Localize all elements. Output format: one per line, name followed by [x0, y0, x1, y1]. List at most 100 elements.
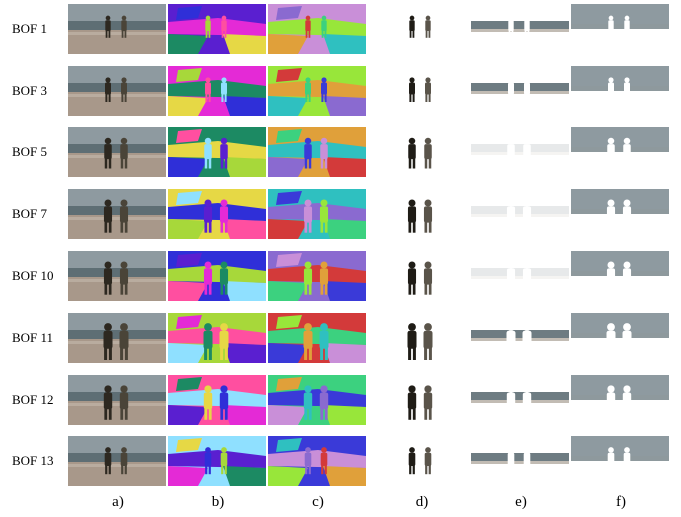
panel-foreground-mask-people-row-2: [372, 66, 470, 116]
panel-image: [471, 313, 569, 363]
panel-background-mask-sand-row-5: [471, 251, 569, 301]
panel-image: [372, 4, 470, 54]
panel-image: [471, 4, 569, 54]
row-label-7: BOF 12: [12, 392, 54, 407]
panel-image: [168, 127, 266, 177]
panel-image: [168, 436, 266, 486]
panel-superpixel-segmentation-random-colors-row-5: [168, 251, 266, 301]
panel-image: [471, 251, 569, 301]
panel-video-frame-row-8: [68, 436, 166, 486]
panel-foreground-mask-people-row-5: [372, 251, 470, 301]
panel-image: [68, 66, 166, 116]
row-label-2: BOF 3: [12, 83, 48, 98]
column-label-e: e): [515, 494, 527, 510]
panel-image: [268, 66, 366, 116]
panel-superpixel-segmentation-random-colors-row-3: [168, 127, 266, 177]
panel-foreground-mask-people-row-4: [372, 189, 470, 239]
panel-superpixel-segmentation-random-colors-row-6: [168, 313, 266, 363]
panel-image: [372, 375, 470, 425]
panel-superpixel-segmentation-random-colors-row-7: [268, 375, 366, 425]
panel-image: [571, 66, 669, 116]
row-label-1: BOF 1: [12, 21, 48, 36]
panel-background-mask-sand-row-8: [471, 436, 569, 486]
panel-image: [68, 251, 166, 301]
panel-image: [68, 189, 166, 239]
panel-image: [268, 313, 366, 363]
panel-image: [471, 189, 569, 239]
row-label-6: BOF 11: [12, 330, 54, 345]
panel-background-mask-sand-row-2: [471, 66, 569, 116]
panel-background-mask-sea-sky-row-8: [571, 436, 669, 486]
panel-image: [268, 127, 366, 177]
panel-image: [372, 251, 470, 301]
column-label-a: a): [112, 494, 124, 510]
panel-image: [571, 436, 669, 486]
panel-image: [68, 313, 166, 363]
panel-image: [571, 189, 669, 239]
panel-foreground-mask-people-row-1: [372, 4, 470, 54]
panel-superpixel-segmentation-random-colors-row-1: [168, 4, 266, 54]
panel-image: [372, 66, 470, 116]
panel-image: [571, 375, 669, 425]
panel-superpixel-segmentation-random-colors-row-4: [168, 189, 266, 239]
panel-image: [571, 4, 669, 54]
panel-superpixel-segmentation-random-colors-row-8: [168, 436, 266, 486]
panel-image: [372, 127, 470, 177]
panel-image: [268, 251, 366, 301]
panel-background-mask-sand-row-1: [471, 4, 569, 54]
panel-image: [268, 189, 366, 239]
panel-image: [168, 375, 266, 425]
column-label-c: c): [312, 494, 324, 510]
column-label-b: b): [211, 494, 225, 510]
panel-image: [168, 189, 266, 239]
panel-superpixel-segmentation-random-colors-row-8: [268, 436, 366, 486]
column-label-d: d): [415, 494, 429, 510]
panel-superpixel-segmentation-random-colors-row-3: [268, 127, 366, 177]
panel-foreground-mask-people-row-3: [372, 127, 470, 177]
panel-image: [168, 66, 266, 116]
panel-superpixel-segmentation-random-colors-row-5: [268, 251, 366, 301]
panel-image: [68, 4, 166, 54]
column-label-f: f): [616, 494, 626, 510]
panel-image: [571, 127, 669, 177]
panel-background-mask-sand-row-7: [471, 375, 569, 425]
panel-image: [268, 375, 366, 425]
panel-superpixel-segmentation-random-colors-row-1: [268, 4, 366, 54]
panel-image: [372, 313, 470, 363]
panel-image: [571, 251, 669, 301]
panel-background-mask-sea-sky-row-1: [571, 4, 669, 54]
panel-background-mask-sea-sky-row-2: [571, 66, 669, 116]
panel-image: [471, 436, 569, 486]
panel-image: [68, 375, 166, 425]
panel-background-mask-sea-sky-row-7: [571, 375, 669, 425]
row-label-5: BOF 10: [12, 268, 54, 283]
panel-foreground-mask-people-row-8: [372, 436, 470, 486]
panel-image: [372, 436, 470, 486]
panel-video-frame-row-6: [68, 313, 166, 363]
panel-superpixel-segmentation-random-colors-row-6: [268, 313, 366, 363]
panel-superpixel-segmentation-random-colors-row-2: [268, 66, 366, 116]
panel-image: [471, 375, 569, 425]
panel-image: [168, 251, 266, 301]
panel-video-frame-row-5: [68, 251, 166, 301]
panel-image: [571, 313, 669, 363]
panel-foreground-mask-people-row-6: [372, 313, 470, 363]
panel-image: [68, 436, 166, 486]
panel-foreground-mask-people-row-7: [372, 375, 470, 425]
row-label-4: BOF 7: [12, 206, 48, 221]
panel-video-frame-row-1: [68, 4, 166, 54]
panel-background-mask-sand-row-4: [471, 189, 569, 239]
panel-background-mask-sea-sky-row-4: [571, 189, 669, 239]
panel-superpixel-segmentation-random-colors-row-7: [168, 375, 266, 425]
panel-image: [68, 127, 166, 177]
panel-image: [268, 436, 366, 486]
panel-superpixel-segmentation-random-colors-row-2: [168, 66, 266, 116]
panel-background-mask-sea-sky-row-5: [571, 251, 669, 301]
panel-background-mask-sand-row-3: [471, 127, 569, 177]
panel-image: [471, 127, 569, 177]
panel-video-frame-row-2: [68, 66, 166, 116]
row-label-3: BOF 5: [12, 144, 48, 159]
panel-background-mask-sea-sky-row-6: [571, 313, 669, 363]
panel-image: [372, 189, 470, 239]
